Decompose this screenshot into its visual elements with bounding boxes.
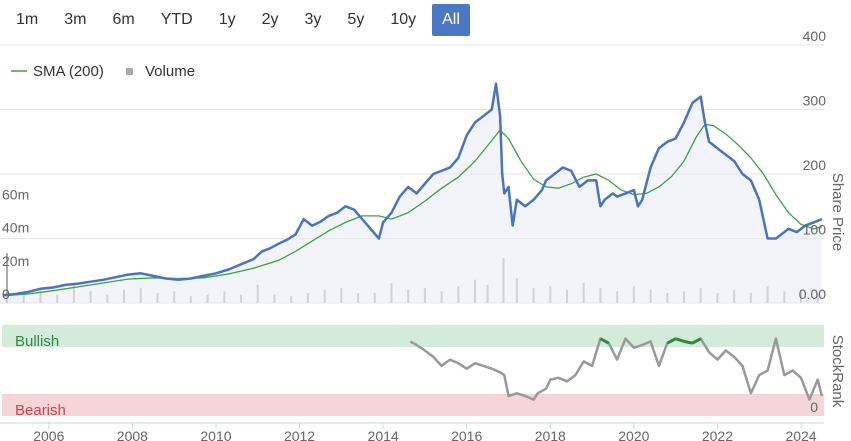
range-button-6m[interactable]: 6m (102, 4, 144, 36)
x-tick-label: 2018 (535, 428, 566, 441)
x-tick-label: 2006 (33, 428, 64, 441)
stockrank-band-segment (666, 337, 677, 345)
legend-volume-swatch (126, 68, 133, 75)
share-price-line[interactable] (2, 82, 823, 297)
bearish-band (2, 394, 824, 416)
stockrank-band-segment (599, 337, 610, 345)
bullish-band (2, 325, 824, 347)
volume-bar (6, 253, 9, 303)
volume-tick: 60m (2, 186, 29, 202)
x-tick-label: 2024 (785, 428, 816, 441)
legend-volume-label[interactable]: Volume (145, 63, 195, 80)
bullish-label: Bullish (15, 333, 59, 350)
range-button-1y[interactable]: 1y (209, 4, 246, 36)
stockrank-band-segment (691, 337, 702, 345)
range-button-2y[interactable]: 2y (252, 4, 289, 36)
volume-tick: 20m (2, 253, 29, 269)
stockrank-band-markers (599, 337, 702, 345)
x-tick-label: 2014 (368, 428, 399, 441)
share-price-tick: 300 (803, 93, 827, 109)
range-button-5y[interactable]: 5y (337, 4, 374, 36)
range-button-3y[interactable]: 3y (295, 4, 332, 36)
volume-axis: 0 20m 40m 60m (2, 186, 29, 302)
share-price-axis: 0.00 100 200 300 400 (799, 28, 826, 302)
range-button-10y[interactable]: 10y (380, 4, 426, 36)
stockrank-line[interactable] (409, 337, 824, 401)
x-tick-label: 2022 (702, 428, 733, 441)
volume-tick: 40m (2, 220, 29, 236)
share-price-tick: 400 (803, 28, 827, 44)
share-price-tick: 0.00 (799, 286, 826, 302)
price-area (2, 83, 822, 303)
range-button-1m[interactable]: 1m (6, 4, 48, 36)
stockrank-band-segment (683, 339, 693, 345)
sma-200-line (2, 123, 823, 297)
stockrank-band-segment (675, 337, 685, 343)
range-button-3m[interactable]: 3m (54, 4, 96, 36)
share-price-tick: 100 (803, 222, 827, 238)
x-tick-label: 2010 (200, 428, 231, 441)
x-tick-label: 2020 (618, 428, 649, 441)
range-selector: 1m 3m 6m YTD 1y 2y 3y 5y 10y All (6, 4, 470, 36)
stockrank-tick-0: 0 (810, 399, 818, 415)
volume-tick: 0 (2, 286, 10, 302)
x-tick-label: 2016 (451, 428, 482, 441)
range-button-all[interactable]: All (432, 4, 470, 36)
x-tick-label: 2012 (284, 428, 315, 441)
share-price-tick: 200 (803, 157, 827, 173)
bearish-label: Bearish (15, 402, 66, 419)
time-axis: 2006 2008 2010 2012 2014 2016 2018 2020 2022 2024 (0, 422, 824, 441)
stockrank-panel: Bullish Bearish 0 StockRank (2, 325, 846, 419)
legend: SMA (200) Volume (11, 63, 195, 80)
x-tick-label: 2008 (117, 428, 148, 441)
range-button-ytd[interactable]: YTD (151, 4, 203, 36)
share-price-axis-title: Share Price (829, 173, 846, 251)
legend-sma-label[interactable]: SMA (200) (33, 63, 104, 80)
stockrank-axis-title: StockRank (829, 335, 846, 408)
